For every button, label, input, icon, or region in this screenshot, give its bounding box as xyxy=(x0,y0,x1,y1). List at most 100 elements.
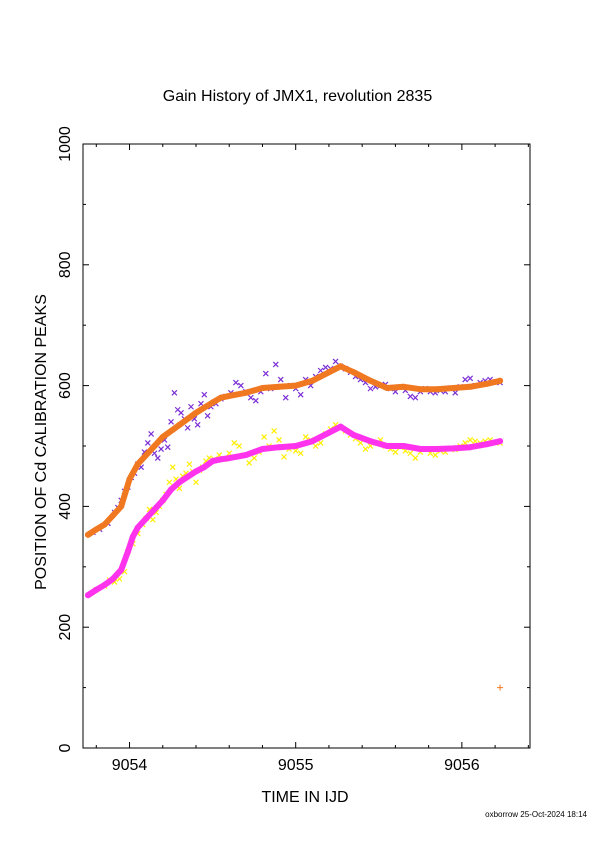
scatter-point xyxy=(312,443,319,449)
scatter-point xyxy=(262,370,269,377)
scatter-point xyxy=(184,424,191,431)
line-point xyxy=(126,476,133,483)
scatter-point xyxy=(276,437,283,443)
line-point xyxy=(226,455,233,462)
line-point xyxy=(159,433,166,440)
line-point xyxy=(276,444,283,451)
line-point xyxy=(192,468,199,475)
line-point xyxy=(209,399,216,406)
y-tick-label: 600 xyxy=(57,372,74,399)
scatter-point xyxy=(472,438,479,445)
scatter-point xyxy=(432,452,439,458)
scatter-point xyxy=(407,393,414,400)
scatter-point xyxy=(467,437,474,443)
scatter-point xyxy=(362,446,369,452)
line-point xyxy=(151,443,158,449)
line-point xyxy=(124,548,131,555)
scatter-point xyxy=(261,434,268,440)
scatter-point xyxy=(201,391,208,398)
line-point xyxy=(367,377,374,384)
scatter-point xyxy=(281,453,287,460)
line-point xyxy=(292,443,299,449)
scatter-point xyxy=(412,455,419,462)
scatter-point xyxy=(231,440,238,446)
scatter-point xyxy=(332,358,339,365)
scatter-point xyxy=(247,394,254,401)
scatter-point xyxy=(144,440,151,446)
scatter-point xyxy=(232,379,239,386)
line-point xyxy=(242,452,249,459)
line-point xyxy=(467,383,474,390)
y-tick-label: 800 xyxy=(57,251,74,278)
line-point xyxy=(93,526,100,533)
x-tick-label: 9055 xyxy=(278,757,314,774)
line-point xyxy=(151,506,158,513)
line-point xyxy=(350,432,357,439)
scatter-point xyxy=(154,455,161,462)
scatter-point xyxy=(168,418,174,425)
footer-credit: oxborrow 25-Oct-2024 18:14 xyxy=(485,810,587,819)
scatter-point xyxy=(169,464,176,471)
line-point xyxy=(168,486,175,493)
line-point xyxy=(176,479,183,486)
scatter-point xyxy=(322,364,329,371)
line-point xyxy=(217,456,224,463)
line-point xyxy=(129,533,136,540)
scatter-point xyxy=(171,389,178,396)
line-point xyxy=(483,441,490,448)
scatter-point xyxy=(272,361,279,368)
line-point xyxy=(84,531,91,538)
line-point xyxy=(483,380,490,387)
scatter-point xyxy=(392,449,399,455)
scatter-point xyxy=(317,440,324,446)
scatter-point xyxy=(462,376,469,383)
scatter-point xyxy=(251,455,258,462)
scatter-point xyxy=(158,446,165,452)
line-point xyxy=(433,446,440,453)
scatter-point xyxy=(148,430,155,437)
line-point xyxy=(417,446,424,453)
line-point xyxy=(259,446,266,453)
scatter-point xyxy=(271,427,278,434)
line-point xyxy=(201,464,208,471)
line-point xyxy=(276,383,283,390)
scatter-point xyxy=(237,382,244,389)
line-point xyxy=(337,423,344,430)
scatter-point xyxy=(194,421,201,428)
y-tick-label: 0 xyxy=(57,743,74,752)
scatter-point xyxy=(277,376,284,383)
scatter-point xyxy=(367,385,374,392)
scatter-point xyxy=(204,412,211,419)
line-point xyxy=(143,515,150,522)
line-point xyxy=(350,369,357,376)
scatter-point xyxy=(193,479,199,486)
line-point xyxy=(367,438,374,445)
line-point xyxy=(109,575,116,582)
line-point xyxy=(176,421,183,428)
scatter-point xyxy=(282,394,289,401)
line-point xyxy=(384,385,391,392)
scatter-point xyxy=(302,434,309,440)
y-tick-label: 400 xyxy=(57,493,74,520)
line-point xyxy=(134,461,141,468)
x-tick-label: 9056 xyxy=(444,757,480,774)
line-point xyxy=(309,438,316,445)
line-point xyxy=(400,383,407,390)
scatter-point xyxy=(297,391,304,398)
scatter-point xyxy=(317,367,324,374)
line-point xyxy=(497,377,504,384)
line-point xyxy=(159,497,166,504)
line-point xyxy=(192,409,199,416)
line-point xyxy=(309,377,316,384)
line-point xyxy=(417,386,424,393)
scatter-point xyxy=(292,447,299,454)
outlier-point xyxy=(497,684,504,691)
line-point xyxy=(242,389,249,396)
scatter-point xyxy=(246,459,253,466)
line-point xyxy=(93,586,100,593)
scatter-point xyxy=(164,444,171,451)
line-point xyxy=(259,385,266,392)
scatter-point xyxy=(166,479,173,486)
line-point xyxy=(101,521,108,528)
scatter-point xyxy=(149,516,156,523)
